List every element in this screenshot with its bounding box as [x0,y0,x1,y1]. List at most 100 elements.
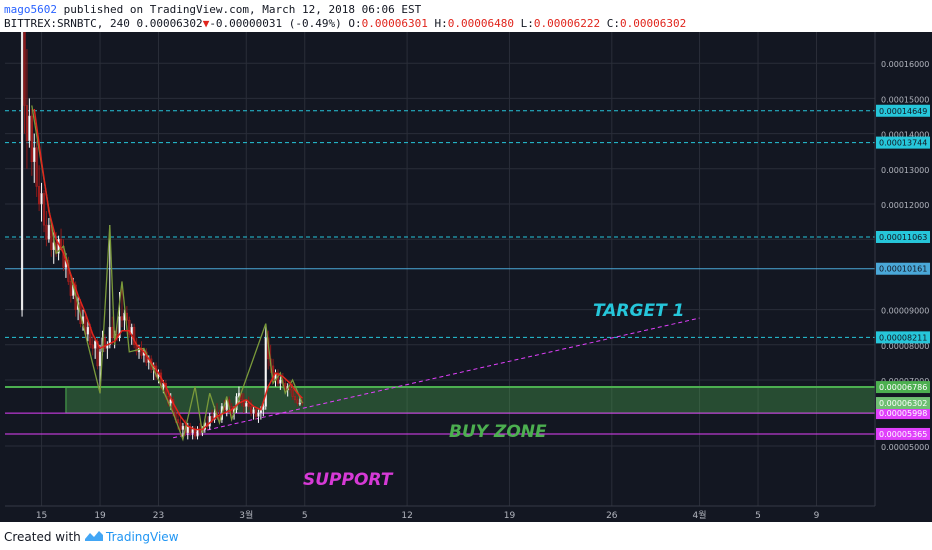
candle-body [128,319,131,335]
y-tick-label: 0.00013000 [881,166,929,175]
footer: Created with TradingView [0,522,932,550]
x-tick-label: 4월 [693,509,707,521]
candle-body [247,402,250,407]
candle-body [213,412,216,420]
candle-body [28,115,31,141]
close-value: 0.00006302 [619,17,687,30]
price-tag-label: 0.00013744 [879,139,927,148]
candle-body [296,399,299,404]
x-tick-label: 9 [814,511,820,521]
price-tag-1 [876,136,930,149]
high-value: 0.00006480 [447,17,514,30]
y-tick-label: 0.00009000 [881,307,929,316]
candle-body [33,147,36,163]
tradingview-logo-icon[interactable] [84,529,104,543]
price-tag-2 [876,230,930,243]
y-tick-label: 0.00014000 [881,131,929,140]
candle-body [179,422,182,430]
candle-body [30,115,33,163]
chart-header: mago5602 published on TradingView.com, M… [0,0,932,32]
candle-body [196,429,199,437]
candle-body [193,429,197,437]
annotation-target-1: TARGET 1 [593,301,684,321]
price-tag-0 [876,104,930,117]
candle-body [133,326,136,346]
price-tag-label: 0.00005365 [879,430,927,439]
price-tag-label: 0.00011063 [879,233,927,242]
candle-body [211,416,214,420]
chart-background [0,32,932,522]
candle-body [86,326,89,335]
y-tick-label: 0.00017000 [881,32,929,34]
moving-average-line [33,108,303,431]
candle-body [262,406,265,410]
candle-body [108,326,111,346]
created-with-text: Created with [4,530,81,544]
x-tick-label: 23 [153,511,164,521]
candle-body [252,409,255,414]
x-tick-label: 19 [94,511,106,521]
low-value: 0.00006222 [533,17,601,30]
zigzag-line [31,105,303,442]
high-label: H: [427,17,448,30]
x-tick-label: 26 [606,511,618,521]
candle-body [291,389,294,397]
price-tag-7 [876,427,930,440]
candle-body [245,402,248,407]
candle-body [250,406,253,414]
candle-body [120,316,124,321]
last-price-label: 0.00006302 [879,399,927,408]
candle-body [257,412,260,417]
price-tag-3 [876,262,930,275]
y-tick-label: 0.00016000 [881,60,929,69]
price-tag-label: 0.00008211 [879,333,927,342]
x-tick-label: 5 [755,511,761,521]
y-tick-label: 0.00005000 [881,443,929,452]
candle-body [111,326,114,339]
candle-body [254,409,258,417]
candle-body [191,429,194,434]
x-tick-label: 12 [401,511,412,521]
candle-body [293,396,297,401]
close-label: C: [600,17,620,30]
candle-body [35,147,38,187]
candle-body [181,425,185,430]
symbol-info: BITTREX:SRNBTC, 240 0.00006302 [4,17,203,30]
author-link[interactable]: mago5602 [4,3,57,16]
candle-body [176,419,180,424]
x-tick-label: 3월 [239,509,253,521]
price-change: -0.00000031 (-0.49%) [209,17,342,30]
y-tick-label: 0.00012000 [881,201,929,210]
price-tag-label: 0.00010161 [879,265,927,274]
candle-body [59,238,63,247]
open-label: O: [341,17,362,30]
candle-body [118,316,121,339]
candle-body [225,399,228,410]
candle-body [103,337,107,349]
price-tag-4 [876,331,930,344]
candle-body [208,416,211,427]
price-chart[interactable]: TARGET 1 BUY ZONE SUPPORT 0.00017000 0.00016… [0,32,932,522]
open-value: 0.00006301 [361,17,428,30]
candle-body [42,193,46,226]
publish-line: mago5602 published on TradingView.com, M… [4,3,421,16]
price-tag-6 [876,407,930,420]
candle-body [284,383,287,391]
down-arrow-icon: ▼ [202,17,210,30]
price-tag-label: 0.00005998 [879,409,927,418]
time-axis [0,506,932,522]
candle-body [242,399,245,407]
price-tag-label: 0.00014649 [879,107,927,116]
candle-body [298,402,301,405]
candle-body [47,224,50,240]
annotation-buy-zone: BUY ZONE [449,422,547,442]
tradingview-brand[interactable]: TradingView [106,530,179,544]
candle-body [20,32,24,311]
candle-body [189,425,192,434]
y-tick-label: 0.00008000 [881,342,929,351]
candle-body [69,281,72,296]
candle-body [91,344,94,349]
annotation-support: SUPPORT [303,470,394,490]
x-tick-label: 15 [36,511,47,521]
low-label: L: [513,17,534,30]
